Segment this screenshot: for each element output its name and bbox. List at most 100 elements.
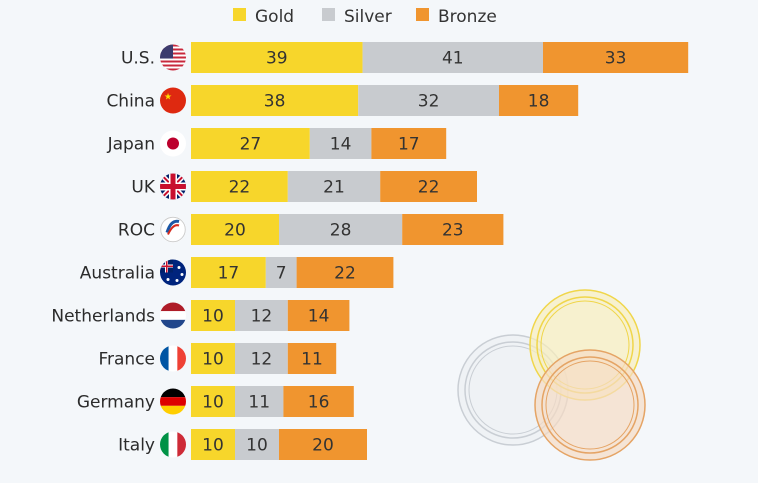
flag-part	[177, 345, 186, 372]
legend-swatch-silver	[322, 8, 335, 21]
legend-swatch-gold	[233, 8, 246, 21]
flag-part	[177, 431, 186, 458]
value-label-gold: 39	[266, 49, 288, 69]
value-label-silver: 28	[330, 221, 352, 241]
bar-segment-silver	[362, 42, 543, 73]
flag-part	[160, 64, 186, 67]
star	[180, 273, 184, 276]
value-label-silver: 21	[323, 178, 345, 198]
bars: U.S. 39 41 33 China ★ 38 32 18 Japan 27 14 17 UK 22 21 2…	[51, 42, 689, 460]
bar-segment-bronze	[287, 300, 350, 331]
italy-flag-icon	[160, 431, 186, 458]
value-label-bronze: 22	[334, 264, 356, 284]
value-label-gold: 27	[240, 135, 262, 155]
value-label-bronze: 20	[312, 436, 334, 456]
flag-part	[160, 345, 169, 372]
value-label-bronze: 23	[442, 221, 464, 241]
value-label-bronze: 14	[308, 307, 330, 327]
bar-segment-gold	[191, 429, 235, 460]
flag-part	[160, 397, 186, 406]
bar-segment-silver	[265, 257, 297, 288]
legend: Gold Silver Bronze	[233, 7, 497, 27]
value-label-bronze: 18	[528, 92, 550, 112]
bar-segment-silver	[235, 300, 288, 331]
country-label: Netherlands	[51, 307, 155, 327]
australia-flag-icon	[160, 259, 186, 286]
flag-part	[168, 431, 178, 458]
value-label-gold: 10	[202, 436, 224, 456]
legend-label-silver: Silver	[344, 7, 392, 27]
flag-part	[160, 302, 186, 312]
bar-segment-gold	[191, 85, 359, 116]
value-label-silver: 12	[251, 307, 273, 327]
row-italy: Italy 10 10 20	[118, 429, 367, 460]
country-label: Japan	[107, 135, 155, 155]
value-label-gold: 17	[218, 264, 240, 284]
bar-segment-bronze	[380, 171, 477, 202]
flag-part	[160, 319, 186, 329]
flag-part	[160, 265, 173, 267]
flag-part	[160, 184, 186, 189]
bar-segment-gold	[191, 171, 288, 202]
value-label-gold: 20	[224, 221, 246, 241]
star	[175, 279, 179, 282]
row-netherlands: Netherlands 10 12 14	[51, 300, 350, 331]
bar-segment-silver	[235, 343, 288, 374]
country-label: Germany	[77, 393, 155, 413]
medal-ring	[541, 356, 639, 454]
value-label-bronze: 16	[308, 393, 330, 413]
country-label: France	[98, 350, 155, 370]
country-label: Italy	[118, 436, 155, 456]
value-label-silver: 11	[248, 393, 270, 413]
bar-segment-gold	[191, 386, 235, 417]
flag-part	[160, 216, 186, 243]
flag-part	[160, 431, 169, 458]
value-label-silver: 12	[251, 350, 273, 370]
flag-part	[160, 44, 173, 59]
china-flag-icon: ★	[160, 87, 186, 114]
bar-segment-bronze	[287, 343, 337, 374]
value-label-silver: 10	[246, 436, 268, 456]
bar-segment-gold	[191, 300, 235, 331]
country-label: UK	[131, 178, 155, 198]
bar-segment-bronze	[402, 214, 504, 245]
value-label-bronze: 11	[301, 350, 323, 370]
value-label-bronze: 17	[398, 135, 420, 155]
row-japan: Japan 27 14 17	[107, 128, 447, 159]
flag-part	[160, 311, 186, 320]
row-us: U.S. 39 41 33	[121, 42, 689, 73]
stroke	[167, 224, 180, 235]
flag-part	[160, 388, 186, 398]
legend-label-gold: Gold	[255, 7, 294, 27]
country-label: China	[106, 92, 155, 112]
bar-segment-silver	[358, 85, 499, 116]
uk-flag-icon	[160, 173, 186, 200]
row-china: China ★ 38 32 18	[106, 85, 579, 116]
legend-swatch-bronze	[416, 8, 429, 21]
japan-flag-icon	[160, 130, 186, 157]
flag-part	[160, 60, 186, 63]
flag-part	[160, 68, 186, 71]
value-label-gold: 10	[202, 350, 224, 370]
flag-part	[168, 345, 178, 372]
star	[166, 278, 170, 281]
row-germany: Germany 10 11 16	[77, 386, 354, 417]
row-australia: Australia 17 7 22	[80, 257, 394, 288]
roc-emblem-icon	[160, 216, 186, 243]
value-label-bronze: 33	[605, 49, 627, 69]
bar-segment-bronze	[296, 257, 394, 288]
germany-flag-icon	[160, 388, 186, 415]
bar-segment-bronze	[279, 429, 367, 460]
bar-segment-gold	[191, 42, 363, 73]
france-flag-icon	[160, 345, 186, 372]
star: ★	[164, 93, 172, 103]
bar-segment-silver	[279, 214, 403, 245]
legend-label-bronze: Bronze	[438, 7, 497, 27]
value-label-gold: 10	[202, 393, 224, 413]
value-label-silver: 7	[276, 264, 287, 284]
value-label-gold: 22	[229, 178, 251, 198]
value-label-silver: 41	[442, 49, 464, 69]
bar-segment-gold	[191, 214, 279, 245]
stroke	[165, 219, 180, 233]
